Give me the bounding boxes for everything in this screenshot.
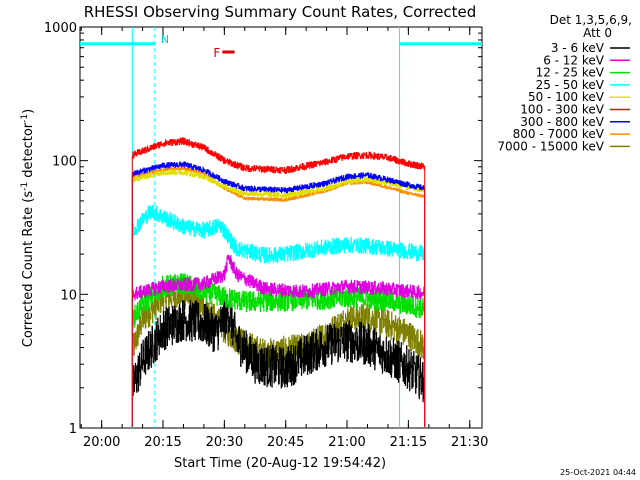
legend-label: 100 - 300 keV (520, 103, 604, 117)
y-axis-label-close: ) (21, 109, 36, 114)
legend-label: 6 - 12 keV (543, 53, 605, 67)
legend-label: 12 - 25 keV (536, 66, 605, 80)
legend-label: 3 - 6 keV (551, 41, 605, 55)
x-axis: Start Time (20-Aug-12 19:54:42) 20:00 20:… (80, 27, 488, 471)
y-axis-label-main: Corrected Count Rate (s (21, 191, 36, 348)
series-line (131, 273, 426, 427)
y-tick-label: 100 (52, 155, 77, 170)
footer-timestamp: 25-Oct-2021 04:44 (560, 468, 636, 477)
plot-frame (79, 26, 483, 429)
series-layer (131, 137, 426, 427)
x-axis-label: Start Time (20-Aug-12 19:54:42) (174, 456, 386, 471)
x-tick-label: 20:45 (267, 435, 304, 450)
series-line (131, 294, 426, 427)
plot-area: N F (79, 26, 483, 429)
legend-label: 25 - 50 keV (536, 78, 605, 92)
flare-label: F (213, 46, 220, 60)
series-line (131, 254, 426, 427)
legend-label: 7000 - 15000 keV (497, 139, 604, 153)
series-line (131, 166, 426, 427)
y-axis-label-unit: detector (21, 122, 36, 182)
x-tick-label: 20:00 (83, 435, 120, 450)
y-tick-label: 1000 (44, 21, 77, 36)
x-tick-label: 21:15 (390, 435, 427, 450)
series-line (131, 205, 426, 427)
legend-label: 800 - 7000 keV (513, 127, 605, 141)
legend-header-line2: Att 0 (583, 26, 612, 40)
chart-title: RHESSI Observing Summary Count Rates, Co… (84, 3, 477, 21)
series-line (131, 161, 426, 427)
flare-marker: F (213, 46, 235, 60)
x-tick-label: 21:30 (451, 435, 488, 450)
y-axis-label-sup: -1 (20, 182, 30, 191)
legend-label: 50 - 100 keV (528, 90, 605, 104)
x-tick-label: 20:15 (144, 435, 181, 450)
y-axis-label: Corrected Count Rate (s-1 detector-1) (20, 109, 36, 347)
y-axis: Corrected Count Rate (s-1 detector-1) 11… (20, 21, 482, 437)
night-label: N (161, 33, 169, 46)
y-tick-label: 1 (69, 422, 77, 437)
series-line (131, 169, 426, 427)
x-tick-label: 20:30 (206, 435, 243, 450)
x-tick-label: 21:00 (328, 435, 365, 450)
series-line (131, 137, 426, 427)
y-tick-label: 10 (60, 288, 77, 303)
y-axis-label-sup2: -1 (20, 114, 30, 123)
legend-header-line1: Det 1,3,5,6,9, (550, 13, 632, 27)
legend-label: 300 - 800 keV (520, 115, 604, 129)
